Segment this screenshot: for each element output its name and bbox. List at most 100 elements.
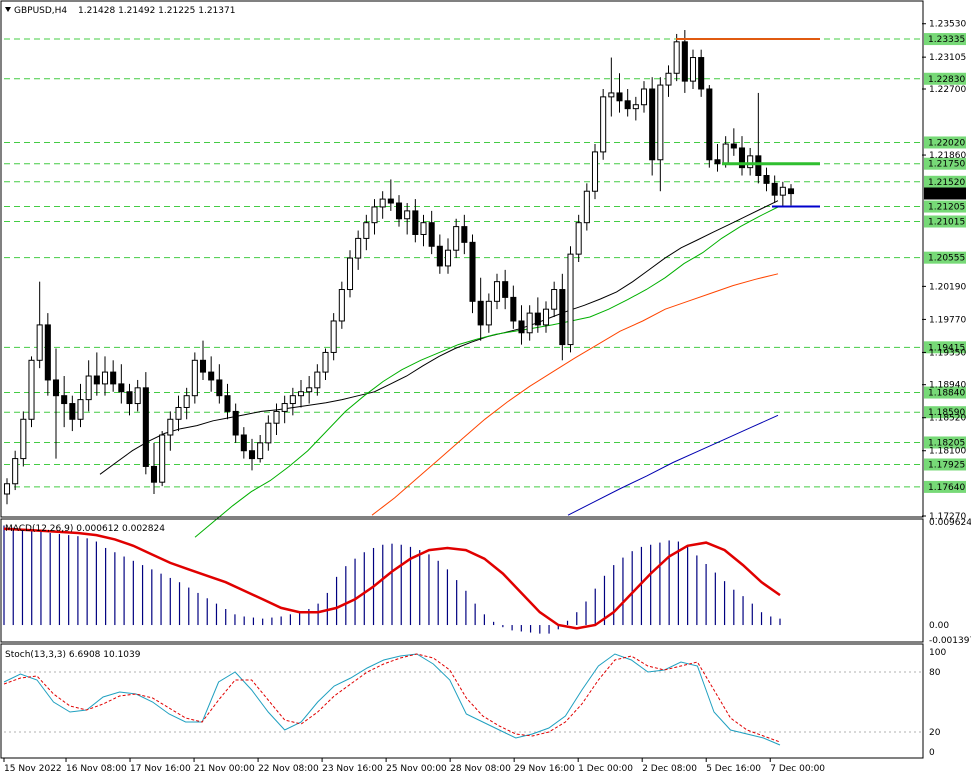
candle xyxy=(232,403,239,443)
price-tick-label: 1.19770 xyxy=(929,315,966,325)
candle xyxy=(36,281,43,369)
candle xyxy=(199,340,207,380)
candle-body xyxy=(493,281,501,302)
candle-body xyxy=(632,104,639,110)
candle xyxy=(526,305,533,341)
level-label-bg xyxy=(924,215,966,228)
candle xyxy=(273,403,280,436)
level-label-bg xyxy=(924,406,966,419)
candle-body xyxy=(44,324,51,381)
candle xyxy=(126,383,133,416)
time-tick-label: 15 Nov 2022 xyxy=(4,764,62,774)
candle xyxy=(477,277,484,341)
candle-body xyxy=(649,88,656,161)
candle xyxy=(649,77,656,176)
macd-panel-frame xyxy=(0,518,924,643)
candle-body xyxy=(624,100,631,110)
candle xyxy=(363,214,370,251)
dropdown-triangle-icon[interactable] xyxy=(5,7,11,12)
candle-body xyxy=(461,226,468,243)
level-label: 1.18840 xyxy=(928,389,965,399)
price-tick-label: 1.18520 xyxy=(929,414,966,424)
candle-body xyxy=(93,375,100,385)
level-label-bg xyxy=(924,436,966,449)
candle-body xyxy=(428,222,435,247)
candle xyxy=(469,234,476,314)
candle xyxy=(355,230,362,270)
candle xyxy=(567,246,574,353)
candle-body xyxy=(175,406,182,420)
candle-body xyxy=(551,289,558,310)
level-label-bg xyxy=(924,175,966,188)
macd-title: MACD(12,26,9) 0.000612 0.002824 xyxy=(5,524,165,534)
stoch-tick-label: 80 xyxy=(929,668,941,678)
candle xyxy=(730,128,737,156)
stoch-panel: 100 80 20 0 xyxy=(3,648,946,758)
candle xyxy=(77,383,84,428)
candle xyxy=(534,297,541,333)
candle-body xyxy=(534,312,541,326)
level-label: 1.23335 xyxy=(928,35,965,45)
level-label-bg xyxy=(924,480,966,493)
candle-body xyxy=(640,88,648,106)
candle-body xyxy=(657,84,664,161)
candle-body xyxy=(363,222,370,239)
candle-body xyxy=(387,198,394,204)
candle-body xyxy=(371,206,378,224)
level-label: 1.18590 xyxy=(928,408,965,418)
candle-body xyxy=(167,418,174,436)
stoch-tick-label: 0 xyxy=(929,748,935,758)
candle xyxy=(412,199,419,243)
candle xyxy=(346,250,354,298)
candle-body xyxy=(191,359,198,397)
candle xyxy=(771,175,778,204)
candle-body xyxy=(199,359,207,373)
candle-body xyxy=(12,458,19,485)
candle xyxy=(379,191,386,219)
macd-tick-label: 0.00 xyxy=(929,621,949,631)
time-tick-label: 22 Nov 08:00 xyxy=(258,764,319,774)
stoch-signal-line xyxy=(3,653,781,743)
time-tick-label: 17 Nov 16:00 xyxy=(130,764,191,774)
candle xyxy=(85,360,92,412)
level-label: 1.17925 xyxy=(928,460,965,470)
candles xyxy=(3,30,795,505)
candle-body xyxy=(224,395,231,412)
level-label-bg xyxy=(924,386,966,399)
candle xyxy=(20,411,27,467)
main-panel-frame xyxy=(0,0,924,518)
ma-long-line xyxy=(567,414,779,516)
candle xyxy=(600,88,607,160)
candle xyxy=(632,96,639,121)
candle xyxy=(395,195,403,227)
candle-body xyxy=(502,281,509,298)
candle-body xyxy=(306,387,313,393)
candle xyxy=(404,203,411,235)
candle-body xyxy=(755,155,762,176)
candle xyxy=(763,167,770,192)
candle xyxy=(518,305,525,345)
candle-body xyxy=(779,186,786,196)
candle-body xyxy=(248,450,256,460)
level-label: 1.21520 xyxy=(928,178,965,188)
candle-body xyxy=(183,395,190,408)
price-axis: 1.23335 1.22830 1.22020 1.21750 1.21520 1.212… xyxy=(922,20,966,522)
candle-body xyxy=(436,245,443,267)
level-label-bg xyxy=(924,341,966,354)
stoch-tick-label: 100 xyxy=(929,648,946,658)
macd-signal-line xyxy=(3,527,781,630)
candle-body xyxy=(542,308,550,326)
candle xyxy=(420,214,427,247)
candle-body xyxy=(673,41,680,74)
candle-body xyxy=(485,300,492,326)
candle-body xyxy=(583,190,590,224)
price-tick-label: 1.19350 xyxy=(929,348,966,358)
candle-body xyxy=(453,226,460,251)
ma-fast-line xyxy=(99,200,779,475)
candle xyxy=(493,273,501,310)
candle-body xyxy=(689,57,697,82)
price-tick-label: 1.20190 xyxy=(929,282,966,292)
candle xyxy=(747,147,754,176)
